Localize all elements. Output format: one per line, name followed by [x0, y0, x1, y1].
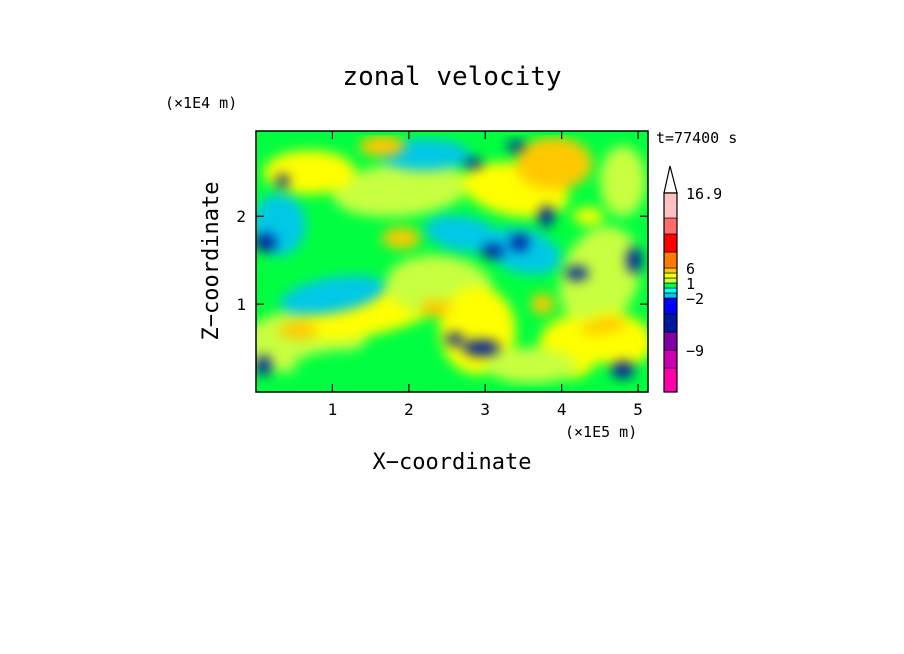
- x-scale-label: (×1E5 m): [565, 423, 637, 441]
- contour-region: [279, 275, 386, 315]
- contour-region: [294, 349, 417, 382]
- contour-region: [420, 299, 451, 318]
- colorbar-tick-label: −2: [686, 290, 704, 308]
- contour-region: [278, 321, 318, 340]
- contour-region: [486, 227, 561, 275]
- plot-frame: [255, 130, 649, 393]
- contour-region: [464, 158, 483, 169]
- x-tick-label: 4: [557, 400, 567, 419]
- colorbar-swatch: [663, 282, 678, 289]
- y-tick-label: 1: [236, 295, 246, 314]
- x-tick-label: 3: [480, 400, 490, 419]
- y-tick-label: 2: [236, 207, 246, 226]
- colorbar-swatch: [663, 233, 678, 253]
- colorbar-swatch: [663, 217, 678, 235]
- colorbar-swatch: [663, 292, 678, 299]
- colorbar-swatch: [663, 192, 678, 219]
- contour-region: [559, 226, 641, 329]
- colorbar-tick-label: 16.9: [686, 185, 722, 203]
- contour-region: [382, 227, 421, 249]
- contour-region: [256, 233, 277, 252]
- contour-region: [531, 293, 555, 315]
- contour-region: [538, 205, 555, 227]
- contour-region: [510, 233, 529, 252]
- contour-region: [506, 140, 525, 152]
- contour-region: [599, 145, 646, 217]
- contour-region: [256, 355, 272, 377]
- colorbar-swatch: [663, 367, 678, 393]
- colorbar-tick-label: 6: [686, 260, 695, 278]
- contour-region: [359, 135, 406, 157]
- x-axis-label: X−coordinate: [373, 450, 532, 475]
- contour-region: [276, 174, 289, 189]
- contour-region: [573, 207, 604, 226]
- contour-region: [263, 150, 356, 195]
- colorbar-frame: [663, 192, 678, 393]
- contour-region: [462, 340, 501, 356]
- y-axis: 12: [236, 207, 648, 314]
- contour-region: [611, 361, 635, 379]
- contour-field: [256, 131, 648, 392]
- contour-region: [332, 162, 470, 217]
- contour-region: [626, 247, 642, 274]
- x-tick-label: 5: [633, 400, 643, 419]
- contour-regions: [256, 135, 648, 384]
- colorbar-labels: 16.9 61−2 −9: [686, 185, 722, 360]
- contour-region: [532, 164, 576, 190]
- colorbar-tick-label: 1: [686, 275, 695, 293]
- contour-region: [485, 348, 577, 384]
- colorbar-swatch: [663, 287, 678, 294]
- x-tick-label: 2: [404, 400, 414, 419]
- colorbar-swatch: [663, 349, 678, 369]
- colorbar-swatch: [663, 272, 678, 279]
- colorbar-swatch: [663, 267, 678, 274]
- contour-region: [565, 266, 589, 281]
- contour-region: [481, 244, 505, 259]
- colorbar-swatches: [663, 192, 678, 393]
- colorbar-swatch: [663, 297, 678, 315]
- chart-title: zonal velocity: [342, 62, 561, 92]
- x-axis: 1 2 3 4 5: [328, 131, 643, 419]
- colorbar: 16.9 61−2 −9: [663, 165, 722, 393]
- colorbar-swatch: [663, 277, 678, 284]
- time-label: t=77400 s: [656, 129, 737, 147]
- colorbar-swatch: [663, 313, 678, 333]
- colorbar-swatch: [663, 331, 678, 351]
- contour-region: [581, 318, 627, 335]
- contour-region: [424, 215, 501, 253]
- y-axis-label: Z−coordinate: [199, 182, 224, 341]
- contour-region: [445, 333, 464, 346]
- colorbar-swatch: [663, 251, 678, 269]
- y-scale-label: (×1E4 m): [165, 94, 237, 112]
- colorbar-extend-arrow: [663, 165, 678, 194]
- x-tick-label: 1: [328, 400, 338, 419]
- colorbar-tick-label: −9: [686, 342, 704, 360]
